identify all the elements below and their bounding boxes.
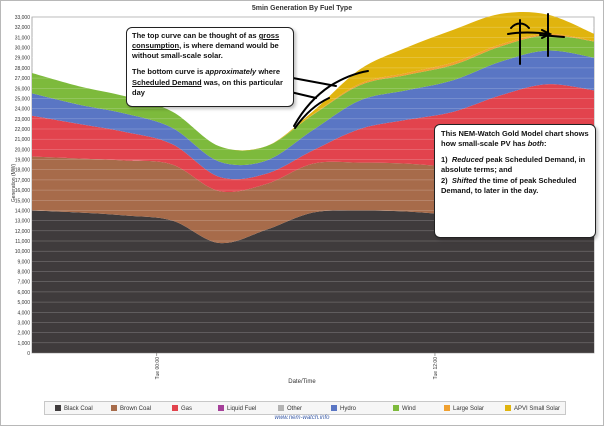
- callout-left-paragraph-2: The bottom curve is approximately where …: [132, 67, 283, 97]
- legend-item-apvi-small-solar: APVI Small Solar: [505, 405, 560, 412]
- y-tick-label: 20,000: [15, 147, 31, 153]
- legend-label: Gas: [181, 406, 193, 412]
- series-area-apvi-small-solar: [32, 11, 594, 151]
- y-tick-label: 5,000: [17, 300, 30, 306]
- series-area-wind: [32, 35, 594, 166]
- y-tick-label: 21,000: [15, 137, 31, 143]
- y-tick-label: 7,000: [17, 280, 30, 286]
- y-tick-label: 33,000: [15, 15, 31, 21]
- legend-swatch: [278, 405, 284, 411]
- callout-right-item-1: 1) Reduced peak Scheduled Demand, in abs…: [441, 155, 586, 175]
- y-tick-label: 32,000: [15, 25, 31, 31]
- y-tick-label: 22,000: [15, 127, 31, 133]
- legend-item-hydro: Hydro: [331, 405, 356, 412]
- legend-item-wind: Wind: [393, 405, 416, 412]
- y-tick-label: 16,000: [15, 188, 31, 194]
- callout-right-item-2: 2) Shifted the time of peak Scheduled De…: [441, 175, 577, 195]
- series-area-large-solar: [32, 33, 594, 151]
- y-tick-label: 12,000: [15, 229, 31, 235]
- legend-label: APVI Small Solar: [514, 406, 561, 412]
- y-tick-label: 8,000: [17, 270, 30, 276]
- legend-label: Other: [287, 406, 303, 412]
- legend-swatch: [172, 405, 178, 411]
- callout-nem-watch-explanation: This NEM-Watch Gold Model chart shows ho…: [434, 124, 596, 238]
- series-area-hydro: [32, 50, 594, 180]
- y-tick-label: 30,000: [15, 46, 31, 52]
- y-tick-label: 13,000: [15, 219, 31, 225]
- legend-label: Liquid Fuel: [227, 406, 257, 412]
- legend-swatch: [393, 405, 399, 411]
- y-tick-label: 24,000: [15, 107, 31, 113]
- legend-swatch: [444, 405, 450, 411]
- x-axis-label: Date/Time: [288, 379, 316, 385]
- footer-url: www.nem-watch.info: [274, 415, 330, 421]
- y-tick-label: 15,000: [15, 198, 31, 204]
- y-tick-label: 17,000: [15, 178, 31, 184]
- y-tick-label: 10,000: [15, 249, 31, 255]
- y-tick-label: 23,000: [15, 117, 31, 123]
- y-tick-label: 25,000: [15, 96, 31, 102]
- y-tick-label: 26,000: [15, 86, 31, 92]
- legend-item-black-coal: Black Coal: [55, 405, 93, 412]
- y-tick-label: 2,000: [17, 331, 30, 337]
- chart-legend: Black Coal Brown Coal Gas Liquid Fuel Other H…: [44, 401, 566, 415]
- legend-item-liquid-fuel: Liquid Fuel: [218, 405, 256, 412]
- annotation-peak-arc: [510, 22, 530, 29]
- callout-left-paragraph-1: The top curve can be thought of as gross…: [132, 31, 280, 61]
- x-tick-label: Tue 00:00: [155, 357, 161, 380]
- y-tick-label: 0: [27, 351, 30, 357]
- legend-item-other: Other: [278, 405, 302, 412]
- series-area-black-coal: [32, 210, 594, 353]
- y-tick-label: 3,000: [17, 320, 30, 326]
- y-tick-label: 4,000: [17, 310, 30, 316]
- legend-label: Brown Coal: [120, 406, 152, 412]
- legend-swatch: [505, 405, 511, 411]
- y-tick-label: 27,000: [15, 76, 31, 82]
- y-tick-label: 9,000: [17, 259, 30, 265]
- y-tick-label: 19,000: [15, 158, 31, 164]
- y-tick-label: 14,000: [15, 208, 31, 214]
- chart-title: 5min Generation By Fuel Type: [251, 5, 353, 12]
- legend-label: Wind: [402, 406, 416, 412]
- y-tick-label: 29,000: [15, 56, 31, 62]
- y-tick-label: 1,000: [17, 341, 30, 347]
- legend-swatch: [331, 405, 337, 411]
- legend-item-brown-coal: Brown Coal: [111, 405, 151, 412]
- annotation-top-curve-stroke: [293, 70, 369, 127]
- y-tick-label: 31,000: [15, 35, 31, 41]
- callout-right-intro: This NEM-Watch Gold Model chart shows ho…: [441, 129, 589, 149]
- legend-item-gas: Gas: [172, 405, 192, 412]
- legend-swatch: [55, 405, 61, 411]
- legend-item-large-solar: Large Solar: [444, 405, 484, 412]
- legend-swatch: [218, 405, 224, 411]
- y-tick-label: 11,000: [15, 239, 30, 245]
- y-tick-label: 28,000: [15, 66, 31, 72]
- legend-label: Hydro: [340, 406, 357, 412]
- x-tick-label: Tue 12:00: [433, 357, 439, 380]
- annotation-peak-tick: [539, 34, 565, 38]
- legend-swatch: [111, 405, 117, 411]
- annotation-bottom-curve-stroke: [294, 97, 330, 129]
- y-tick-label: 18,000: [15, 168, 31, 174]
- y-tick-label: 6,000: [17, 290, 30, 296]
- legend-label: Large Solar: [453, 406, 485, 412]
- callout-gross-consumption: The top curve can be thought of as gross…: [126, 27, 294, 107]
- annotation-shift-arrow: [507, 29, 553, 39]
- legend-label: Black Coal: [64, 406, 93, 412]
